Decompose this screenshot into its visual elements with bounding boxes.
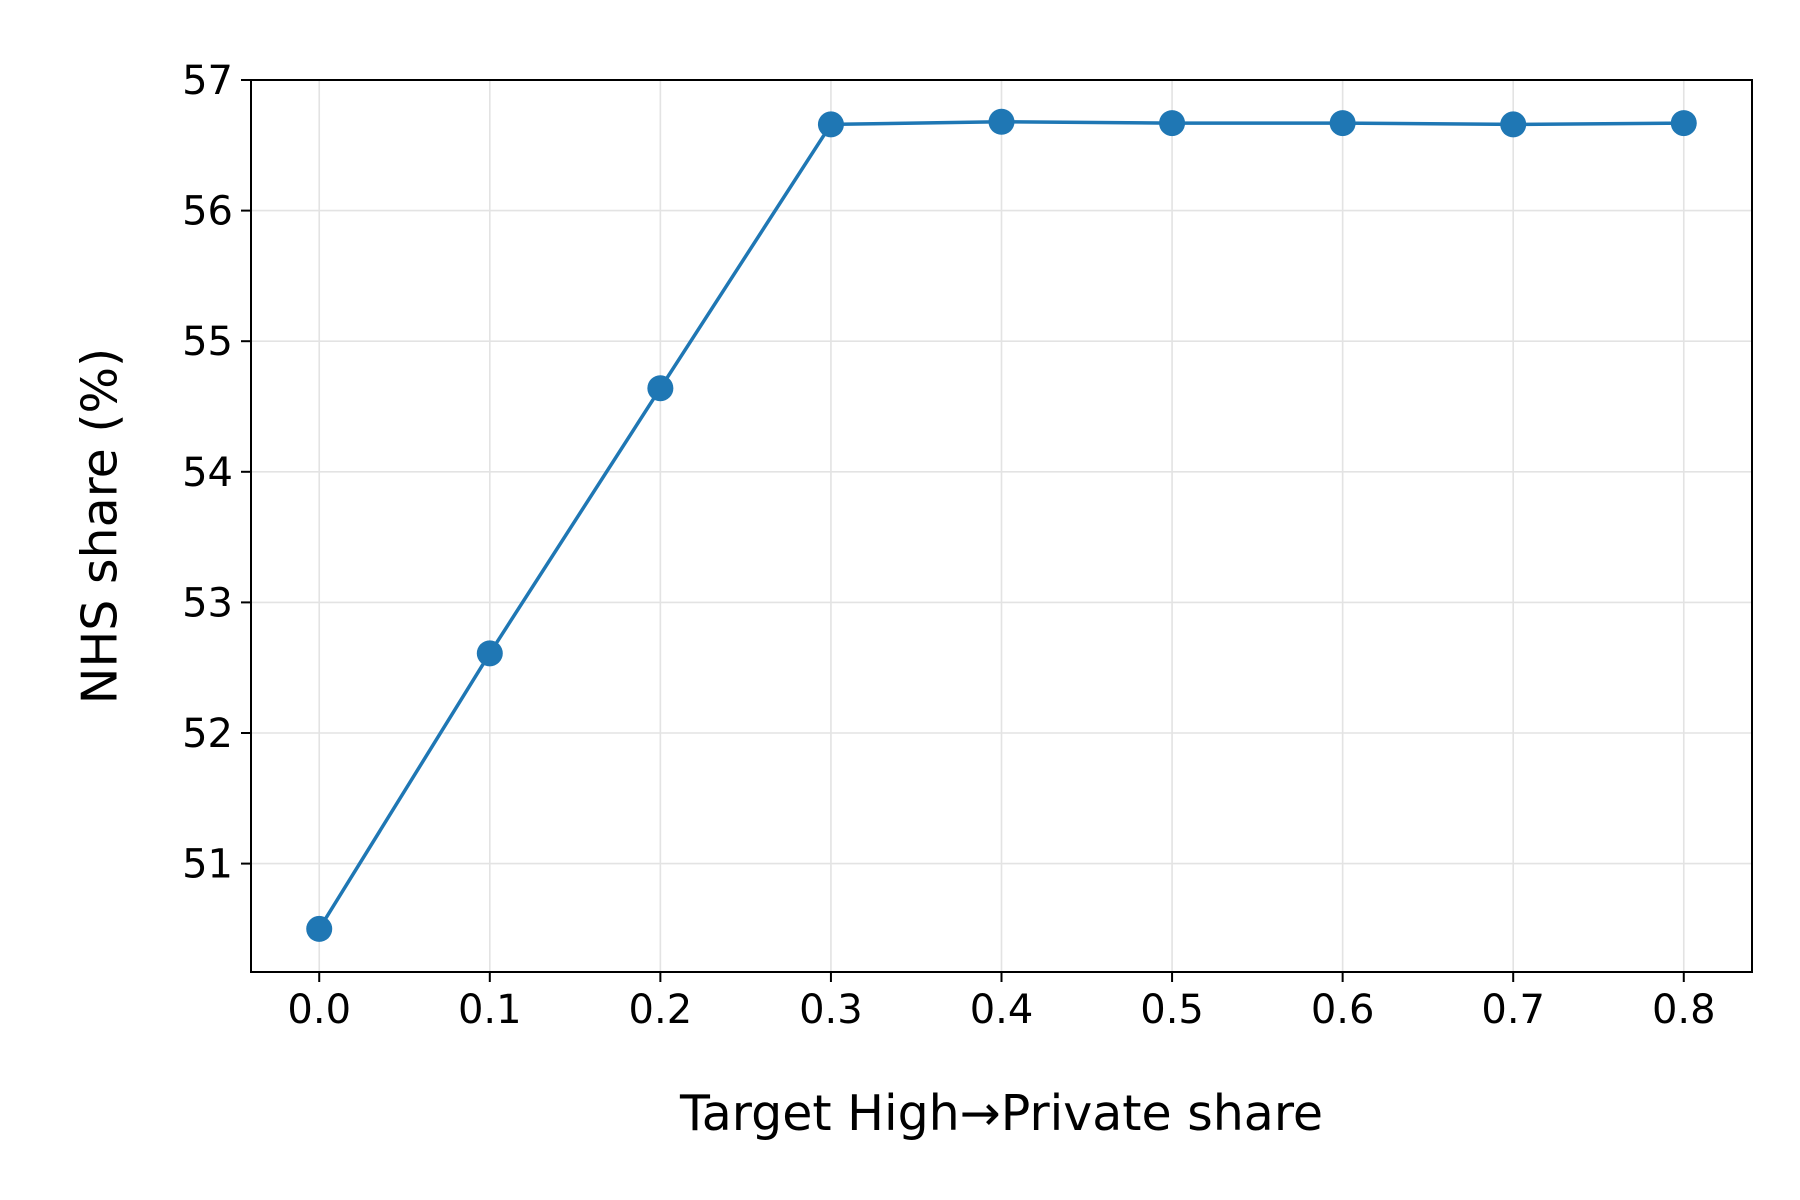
data-point <box>817 111 844 138</box>
y-tick-label: 52 <box>182 711 233 757</box>
x-tick-label: 0.0 <box>287 987 351 1033</box>
y-axis: 51 52 53 54 55 56 57 <box>182 58 251 888</box>
data-point <box>1500 111 1527 138</box>
y-tick-label: 54 <box>182 450 233 496</box>
x-axis-label: Target High→Private share <box>679 1085 1323 1142</box>
x-tick-label: 0.5 <box>1140 987 1204 1033</box>
data-point <box>1329 110 1356 137</box>
data-point <box>647 375 674 402</box>
data-point <box>988 108 1015 135</box>
x-tick-label: 0.4 <box>970 987 1034 1033</box>
data-point <box>306 915 333 942</box>
x-tick-label: 0.1 <box>458 987 522 1033</box>
data-point <box>476 640 503 667</box>
data-point <box>1159 110 1186 137</box>
y-tick-label: 55 <box>182 319 233 365</box>
y-axis-label: NHS share (%) <box>72 348 129 704</box>
x-tick-label: 0.7 <box>1481 987 1545 1033</box>
y-tick-label: 56 <box>182 189 233 235</box>
grid <box>251 79 1752 972</box>
x-tick-label: 0.6 <box>1311 987 1375 1033</box>
y-tick-label: 53 <box>182 580 233 626</box>
x-tick-label: 0.3 <box>799 987 863 1033</box>
x-axis: 0.0 0.1 0.2 0.3 0.4 0.5 0.6 0.7 0.8 <box>287 972 1716 1033</box>
y-tick-label: 51 <box>182 842 233 888</box>
x-tick-label: 0.2 <box>629 987 693 1033</box>
data-point <box>1670 110 1697 137</box>
y-tick-label: 57 <box>182 58 233 104</box>
x-tick-label: 0.8 <box>1652 987 1716 1033</box>
series-layer <box>306 108 1697 942</box>
